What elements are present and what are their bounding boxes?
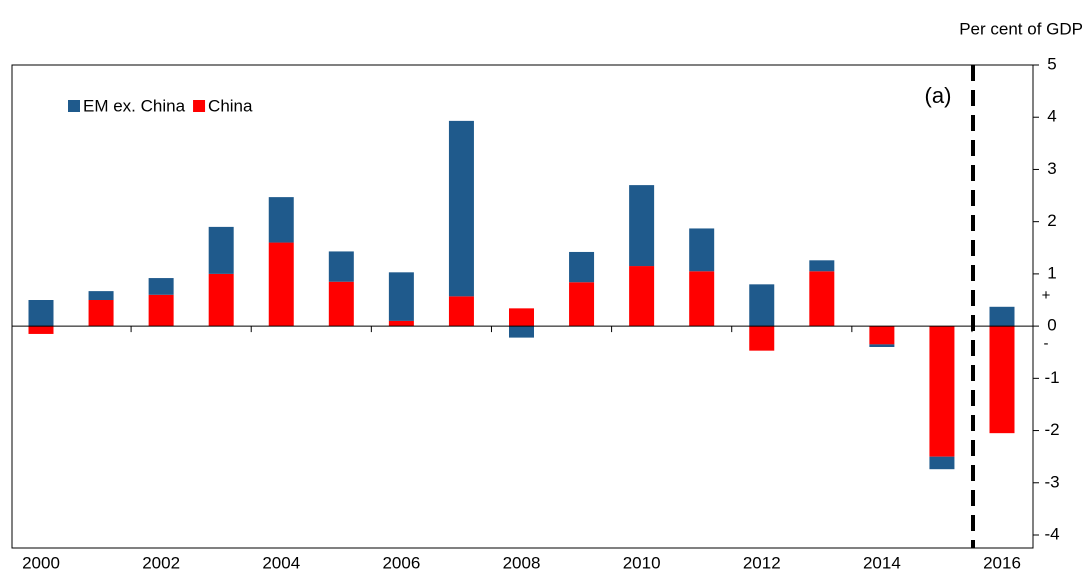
bar-segment — [989, 326, 1015, 434]
bar-segment — [869, 326, 895, 345]
y-tick-label: -1 — [1044, 368, 1059, 387]
negative-sign: - — [1044, 335, 1049, 352]
y-tick-label: 2 — [1047, 211, 1056, 230]
bar-segment — [629, 185, 655, 267]
bar-segment — [388, 320, 414, 327]
bar-segment — [809, 271, 835, 327]
bar-segment — [28, 326, 54, 334]
positive-sign: + — [1042, 287, 1051, 304]
y-tick-label: 3 — [1047, 159, 1056, 178]
bar-segment — [689, 271, 715, 327]
legend-swatch — [68, 100, 80, 112]
x-tick-label: 2010 — [623, 553, 661, 572]
bar-segment — [388, 272, 414, 321]
bar-segment — [448, 296, 474, 327]
bar-segment — [509, 308, 534, 327]
bar-segment — [629, 266, 655, 327]
plot-frame — [11, 64, 1034, 549]
legend-swatch — [193, 100, 206, 112]
bar-segment — [148, 278, 174, 295]
bar-segment — [208, 273, 234, 327]
bar-segment — [509, 326, 534, 338]
x-tick-label: 2006 — [382, 553, 420, 572]
y-tick-label: 5 — [1047, 54, 1056, 73]
x-tick-label: 2004 — [262, 553, 300, 572]
bar-segment — [88, 300, 114, 327]
x-tick-label: 2000 — [22, 553, 60, 572]
bar-segment — [328, 281, 354, 327]
bar-segment — [809, 260, 835, 272]
bar-segment — [28, 300, 54, 327]
bar-segment — [448, 120, 474, 297]
y-tick-label: 4 — [1047, 107, 1056, 126]
bar-segment — [328, 251, 354, 282]
bar-segment — [208, 226, 234, 274]
bar-segment — [148, 294, 174, 327]
legend-label: EM ex. China — [83, 96, 186, 115]
x-tick-label: 2012 — [743, 553, 781, 572]
x-tick-label: 2016 — [983, 553, 1021, 572]
bar-segment — [569, 251, 595, 283]
bar-segment — [989, 306, 1015, 327]
y-tick-label: -2 — [1044, 420, 1059, 439]
bar-segment — [749, 326, 775, 351]
x-tick-label: 2014 — [863, 553, 901, 572]
bar-segment — [749, 284, 775, 327]
x-tick-label: 2002 — [142, 553, 180, 572]
bar-segment — [929, 326, 955, 457]
bar-segment — [569, 282, 595, 327]
bar-segment — [268, 242, 294, 327]
x-tick-label: 2008 — [503, 553, 541, 572]
y-tick-label: -3 — [1044, 472, 1059, 491]
bar-segment — [929, 456, 955, 470]
y-axis-label: Per cent of GDP — [959, 19, 1083, 38]
annotation: (a) — [925, 83, 952, 108]
bar-segment — [689, 228, 715, 272]
bar-segment — [268, 197, 294, 243]
y-tick-label: 0 — [1047, 316, 1056, 335]
y-tick-label: -4 — [1044, 524, 1059, 543]
bar-segment — [88, 291, 114, 300]
bar-segment — [869, 344, 895, 347]
legend-label: China — [208, 96, 253, 115]
y-tick-label: 1 — [1047, 263, 1056, 282]
